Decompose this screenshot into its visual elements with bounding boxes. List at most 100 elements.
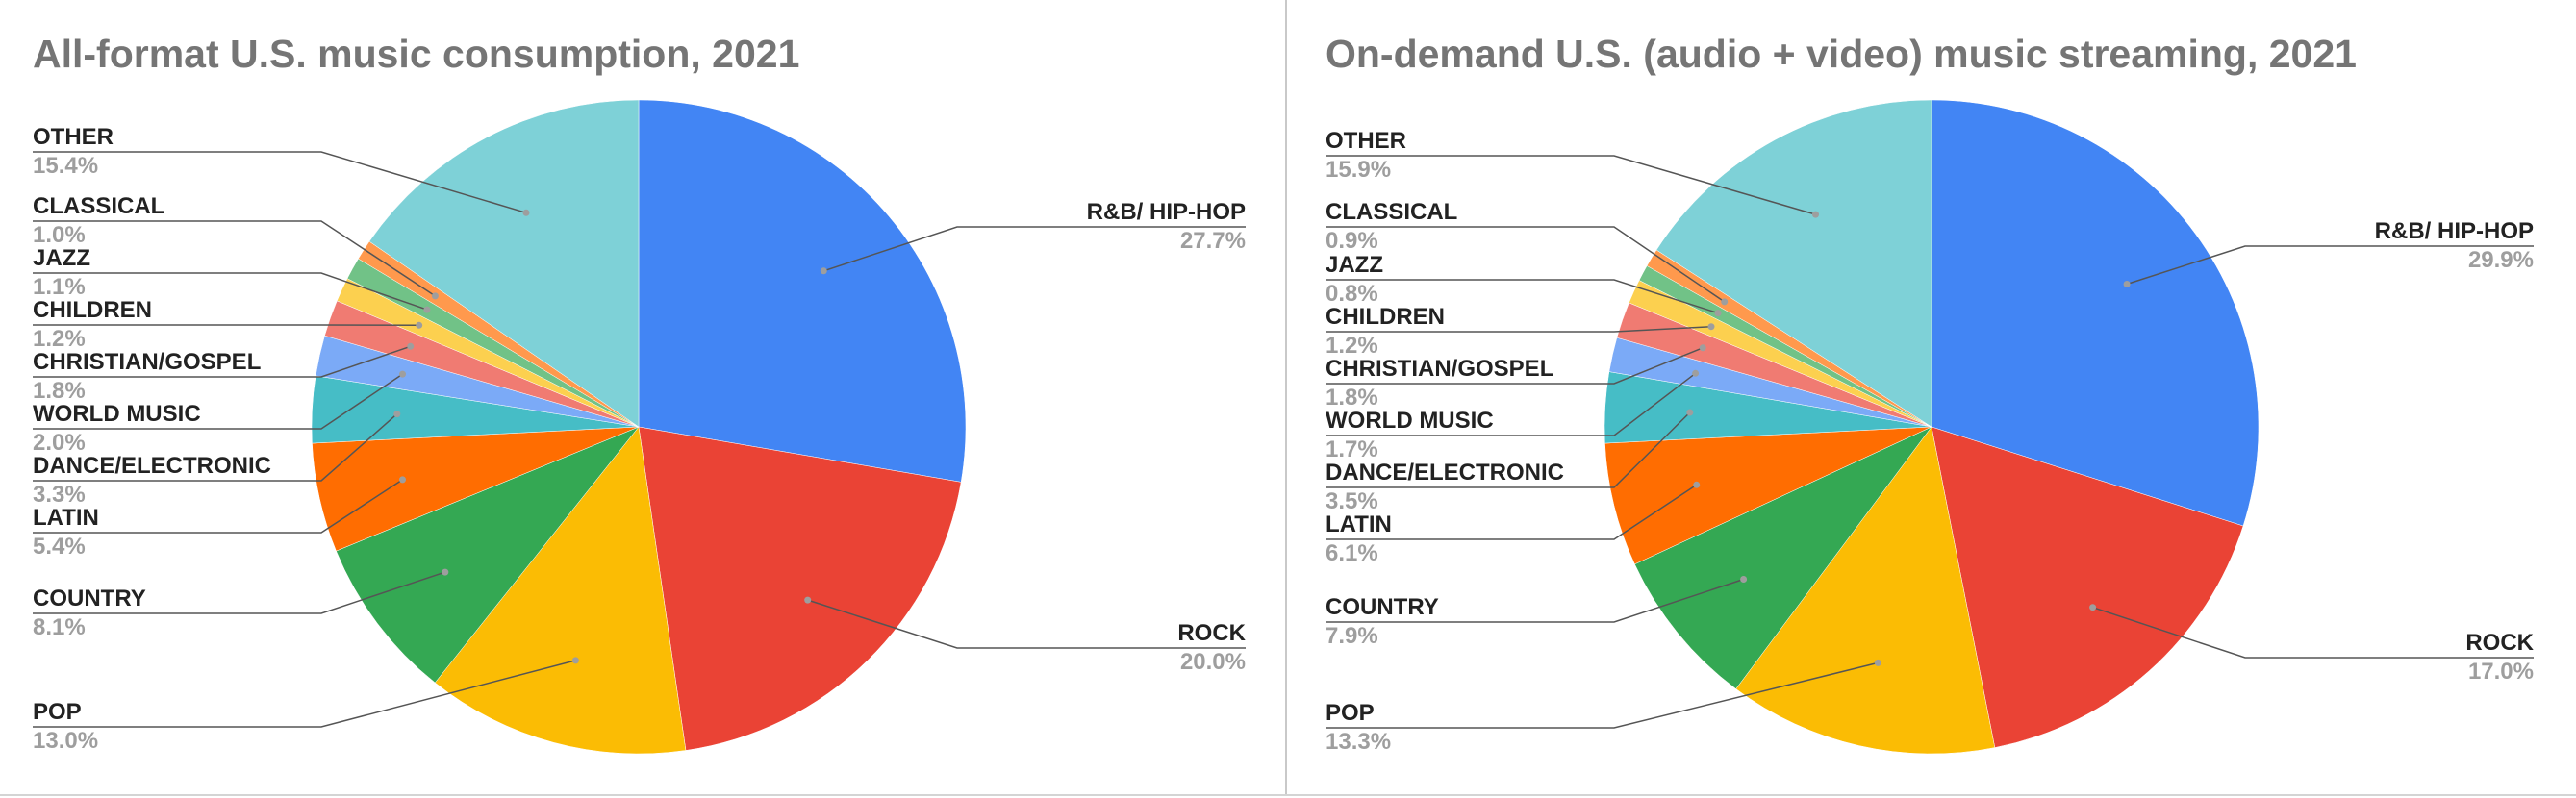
leader-line-dance-electronic [33,413,398,482]
leader-line-latin [33,479,403,534]
leader-dot-classical [431,292,439,300]
chart-panel-streaming: On-demand U.S. (audio + video) music str… [1287,0,2576,794]
chart-title: All-format U.S. music consumption, 2021 [33,32,799,76]
slice-value-dance-electronic: 3.3% [33,482,86,508]
slice-value-pop: 13.0% [33,728,98,754]
slice-value-pop: 13.3% [1326,729,1391,755]
slice-label-r-b-hip-hop: R&B/ HIP-HOP [1087,199,1246,225]
leader-line-latin [1326,484,1698,540]
pie-slice-country [1634,426,1932,689]
slice-value-latin: 5.4% [33,534,86,560]
slice-label-pop: POP [33,699,82,725]
leader-dot-pop [571,657,579,664]
slice-label-dance-electronic: DANCE/ELECTRONIC [33,453,271,479]
slice-value-christian-gospel: 1.8% [1326,385,1378,411]
slice-value-classical: 0.9% [1326,228,1378,254]
leader-line-world-music [33,373,403,430]
leader-dot-other [1812,211,1819,218]
slice-labels: R&B/ HIP-HOP 27.7% ROCK 20.0% POP 13.0% COUNTR… [33,124,1247,754]
leader-line-christian-gospel [33,345,411,378]
slice-label-other: OTHER [33,124,114,150]
slice-label-world-music: WORLD MUSIC [1326,408,1494,434]
leader-dot-world-music [1692,369,1700,377]
leader-dot-r-b-hip-hop [2123,281,2131,287]
leader-dot-country [1740,576,1748,583]
leader-line-jazz [33,272,428,311]
leader-dot-children [1707,323,1715,331]
leader-line-pop [33,660,576,728]
slice-label-other: OTHER [1326,128,1406,154]
leader-line-rock [807,599,1246,649]
chart-title: On-demand U.S. (audio + video) music str… [1326,32,2357,76]
leader-dot-jazz [1714,310,1722,317]
pie-chart-consumption: All-format U.S. music consumption, 2021 … [33,32,1247,755]
leader-line-r-b-hip-hop [823,226,1246,272]
slice-labels: R&B/ HIP-HOP 29.9% ROCK 17.0% POP 13.3% COUNTR… [1326,128,2535,755]
pie-slice-pop [1735,426,1996,755]
slice-label-children: CHILDREN [33,297,152,323]
slice-label-classical: CLASSICAL [1326,199,1457,225]
leader-dot-latin [1693,481,1701,488]
leader-dot-pop [1874,659,1881,666]
slice-label-christian-gospel: CHRISTIAN/GOSPEL [33,349,261,375]
slice-label-latin: LATIN [1326,511,1392,537]
pie-slice-country [336,426,640,684]
leader-dot-other [522,209,530,216]
slice-label-r-b-hip-hop: R&B/ HIP-HOP [2375,218,2534,244]
leader-dot-christian-gospel [407,342,415,350]
leader-line-rock [2092,606,2534,659]
leader-dot-christian-gospel [1699,344,1706,352]
slice-value-latin: 6.1% [1326,540,1378,566]
leader-line-r-b-hip-hop [2126,245,2534,286]
leader-line-world-music [1326,372,1697,436]
leader-dot-r-b-hip-hop [820,267,827,275]
slice-label-classical: CLASSICAL [33,193,164,219]
leader-line-classical [1326,226,1726,303]
pie-slice-other [1655,99,1932,428]
slice-value-children: 1.2% [1326,333,1378,359]
pie-slice-other [368,99,640,428]
slice-value-classical: 1.0% [33,222,86,248]
slice-value-other: 15.9% [1326,157,1391,183]
slice-label-country: COUNTRY [33,586,146,611]
leader-dot-latin [399,476,406,484]
slice-label-world-music: WORLD MUSIC [33,401,201,427]
leader-line-country [33,571,446,614]
slice-label-rock: ROCK [2465,630,2534,656]
slice-value-children: 1.2% [33,326,86,352]
slice-value-other: 15.4% [33,153,98,179]
slice-value-world-music: 1.7% [1326,436,1378,462]
leader-dot-classical [1721,298,1729,306]
leader-line-pop [1326,661,1879,729]
slice-value-r-b-hip-hop: 29.9% [2468,247,2534,273]
leader-line-children [1326,325,1712,333]
chart-panel-consumption: All-format U.S. music consumption, 2021 … [0,0,1287,794]
slice-value-rock: 17.0% [2468,659,2534,685]
leader-dot-children [416,321,423,329]
leader-dot-rock [2089,604,2097,611]
slice-label-latin: LATIN [33,505,99,531]
pie-slices [311,99,967,755]
slice-value-jazz: 0.8% [1326,281,1378,307]
leader-lines [1326,155,2534,729]
leader-line-other [33,151,527,214]
slice-label-rock: ROCK [1177,620,1246,646]
leader-dot-dance-electronic [393,411,401,418]
pie-slice-pop [434,426,687,755]
pie-slice-r-b-hip-hop [1931,99,2260,527]
slice-label-jazz: JAZZ [1326,252,1383,278]
pie-slice-latin [1604,426,1932,565]
leader-line-christian-gospel [1326,347,1704,385]
leader-dot-dance-electronic [1686,409,1694,416]
leader-dot-rock [804,596,812,604]
leader-line-classical [33,220,436,297]
pie-slice-rock [638,426,962,751]
leader-dot-jazz [423,306,431,313]
slice-value-r-b-hip-hop: 27.7% [1180,228,1246,254]
pie-slice-r-b-hip-hop [638,99,967,483]
leader-line-dance-electronic [1326,411,1691,488]
slice-label-jazz: JAZZ [33,245,90,271]
slice-label-country: COUNTRY [1326,594,1439,620]
slice-label-pop: POP [1326,700,1375,726]
slice-label-christian-gospel: CHRISTIAN/GOSPEL [1326,356,1553,382]
